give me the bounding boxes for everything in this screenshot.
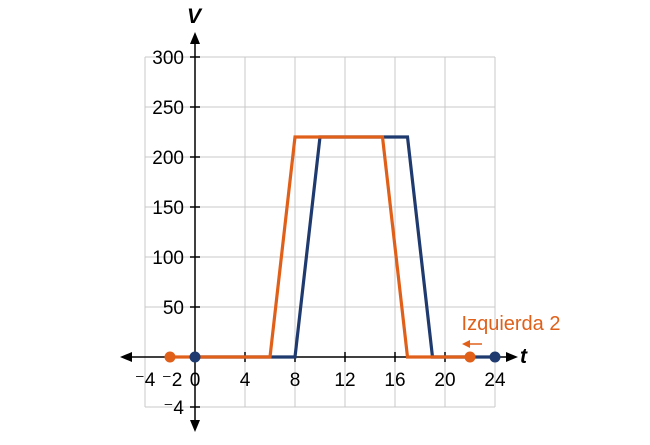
x-tick-label: 12 [334, 370, 355, 391]
series-endpoint-1 [189, 351, 201, 363]
annotation-arrow-head [462, 340, 470, 348]
y-axis-arrow-bottom [190, 420, 200, 432]
x-tick-label: 0 [190, 370, 201, 391]
tick-labels: ⁻4 0 4 8 12 16 20 24 300 250 200 150 100 50 ⁻4 [135, 48, 506, 419]
series-line-2 [170, 135, 470, 359]
y-tick-label: 50 [163, 298, 184, 319]
x-axis-arrow-left [120, 352, 132, 362]
x-tick-label: 20 [434, 370, 455, 391]
x-tick-label: 4 [240, 370, 251, 391]
y-tick-label: 100 [152, 248, 184, 269]
y-tick-label: 200 [152, 148, 184, 169]
annotation-label: Izquierda 2 [462, 313, 561, 335]
annotations: ⁻2 Izquierda 2 [162, 313, 561, 391]
y-tick-label: ⁻4 [163, 398, 184, 419]
series [164, 135, 501, 363]
annotation-label: ⁻2 [162, 370, 183, 391]
x-axis-arrow-right [506, 352, 518, 362]
x-axis-title: t [520, 345, 528, 368]
x-tick-label: ⁻4 [135, 370, 156, 391]
series-endpoint-2 [464, 351, 476, 363]
series-endpoint-1 [489, 351, 501, 363]
grid [144, 56, 496, 408]
x-tick-label: 24 [484, 370, 506, 391]
y-tick-label: 250 [152, 98, 184, 119]
y-axis-title: V [187, 5, 203, 28]
x-tick-label: 16 [384, 370, 405, 391]
series-endpoint-2 [164, 351, 176, 363]
y-axis-arrow-top [190, 32, 200, 44]
y-tick-label: 150 [152, 198, 184, 219]
x-tick-label: 8 [290, 370, 301, 391]
y-tick-label: 300 [152, 48, 184, 69]
